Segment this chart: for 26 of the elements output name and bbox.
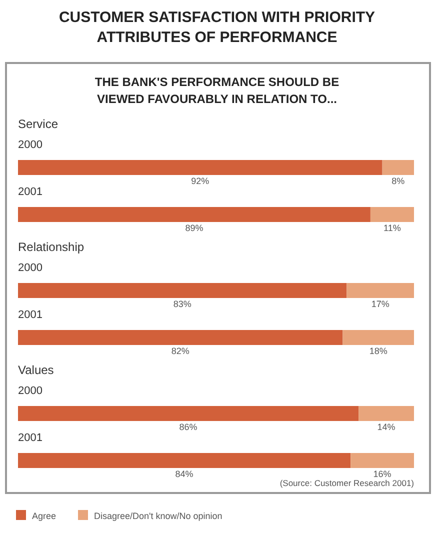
data-label: 92% (191, 176, 210, 186)
y-tick-label: 2001 (18, 309, 42, 321)
data-label: 83% (173, 299, 192, 309)
data-label: 89% (185, 223, 204, 233)
data-label: 18% (369, 346, 388, 356)
annotation: (Source: Customer Research 2001) (280, 478, 414, 488)
annotation: Relationship (18, 240, 84, 254)
y-tick-label: 2001 (18, 186, 42, 198)
chart-subtitle: THE BANK'S PERFORMANCE SHOULD BE VIEWED FAVOURABLY IN RELATION TO... (94, 75, 340, 106)
y-tick-label: 2000 (18, 385, 42, 397)
data-label: 14% (377, 422, 396, 432)
chart-title: CUSTOMER SATISFACTION WITH PRIORITY ATTRIBUTES OF PERFORMANCE (58, 9, 376, 46)
data-label: 16% (373, 469, 392, 479)
legend-label: Disagree/Don't know/No opinion (94, 511, 222, 521)
data-label: 17% (371, 299, 390, 309)
data-label: 82% (171, 346, 190, 356)
annotation: Values (18, 363, 54, 377)
text: Service (18, 117, 58, 131)
y-tick-label: 2000 (18, 262, 42, 274)
y-tick-label: 2001 (18, 432, 42, 444)
data-label: 86% (179, 422, 198, 432)
data-label: 8% (392, 176, 405, 186)
y-tick-label: 2000 (18, 139, 42, 151)
data-label: 11% (384, 223, 401, 233)
data-label: 84% (175, 469, 194, 479)
legend-label: Agree (32, 511, 56, 521)
